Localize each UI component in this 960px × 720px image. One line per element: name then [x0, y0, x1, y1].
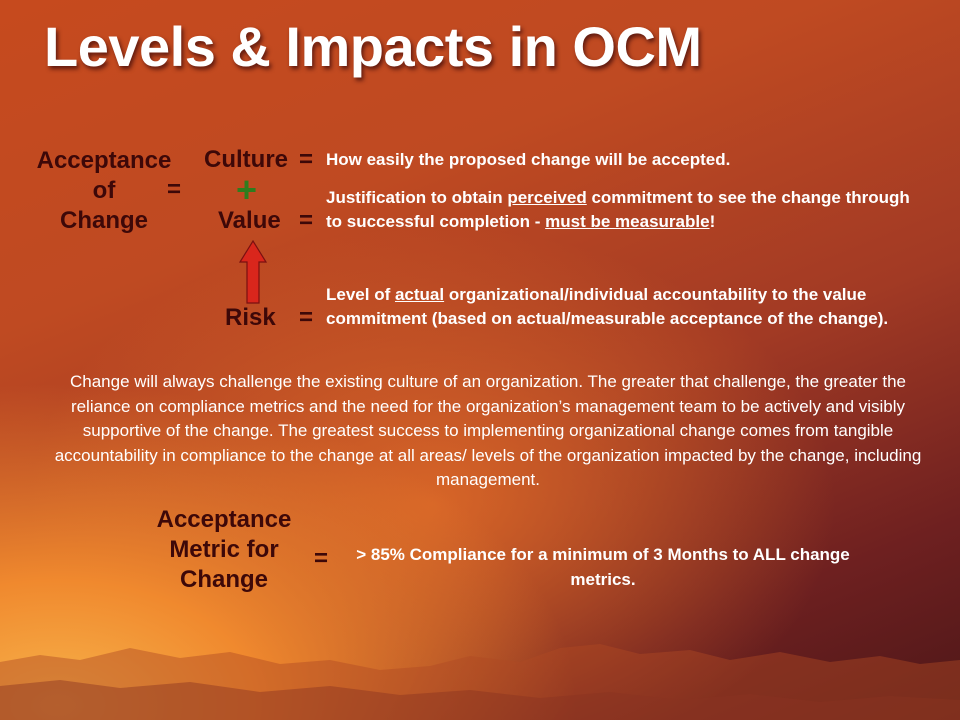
- risk-desc-seg-3: organizational/individual accountability…: [326, 285, 889, 328]
- up-arrow-icon: [239, 240, 267, 304]
- acceptance-line-1: Acceptance: [36, 147, 172, 174]
- mountain-silhouette: [0, 644, 960, 720]
- term-value-description: Justification to obtain perceived commit…: [326, 186, 916, 234]
- term-risk-label: Risk: [225, 304, 276, 331]
- lhs-equals-sign: =: [167, 176, 182, 203]
- term-value-equals: =: [299, 207, 314, 234]
- slide-title: Levels & Impacts in OCM: [44, 15, 702, 78]
- metric-line-2: Metric for: [169, 536, 279, 563]
- term-value-label: Value: [218, 207, 281, 234]
- acceptance-of-change-label: Acceptance of Change: [26, 146, 182, 236]
- metric-line-1: Acceptance: [156, 506, 292, 533]
- value-desc-seg-3: commitment to see the change through to …: [326, 188, 910, 231]
- explanation-paragraph: Change will always challenge the existin…: [54, 372, 922, 489]
- term-culture-equals: =: [299, 146, 314, 173]
- metric-line-3: Change: [179, 566, 268, 593]
- metric-description: > 85% Compliance for a minimum of 3 Mont…: [356, 545, 850, 589]
- value-desc-seg-1: Justification to obtain: [326, 188, 508, 207]
- term-risk-equals: =: [299, 304, 314, 331]
- acceptance-line-2: of: [92, 177, 116, 204]
- acceptance-line-3: Change: [59, 207, 148, 234]
- culture-desc-text: How easily the proposed change will be a…: [326, 150, 731, 169]
- plus-symbol: +: [236, 169, 258, 210]
- risk-desc-seg-1: Level of: [326, 285, 395, 304]
- risk-desc-actual: actual: [394, 285, 445, 304]
- term-culture-description: How easily the proposed change will be a…: [326, 148, 916, 172]
- term-culture-label: Culture: [204, 146, 288, 173]
- value-desc-must-be-measurable: must be measurable: [545, 212, 710, 231]
- metric-equals-sign: =: [314, 545, 329, 572]
- acceptance-metric-label: Acceptance Metric for Change: [138, 505, 310, 595]
- value-desc-seg-5: !: [709, 212, 716, 231]
- value-desc-perceived: perceived: [507, 188, 587, 207]
- term-risk-description: Level of actual organizational/individua…: [326, 283, 926, 331]
